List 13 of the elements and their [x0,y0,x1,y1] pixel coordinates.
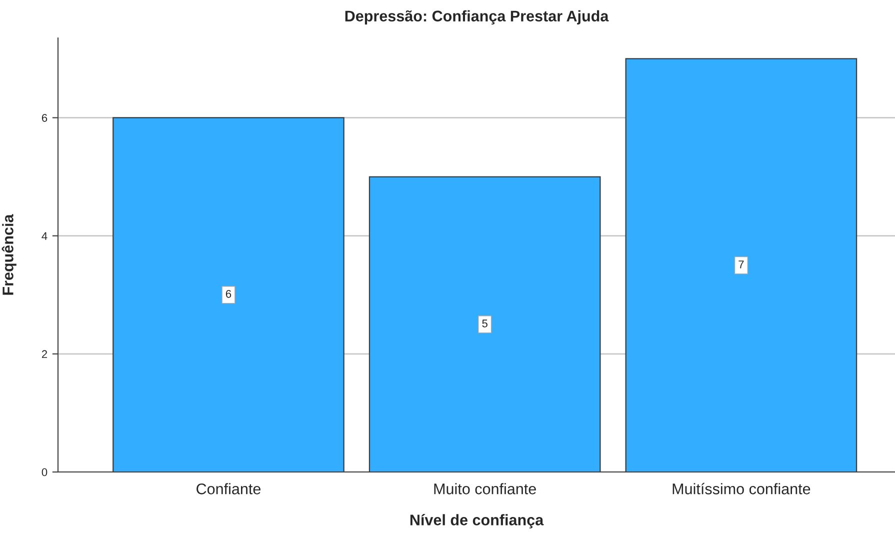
x-tick-label: Confiante [196,483,260,494]
y-tick-label: 4 [42,232,48,240]
data-label: 7 [738,260,744,268]
y-axis-title: Frequência [2,214,16,295]
x-tick-label: Muitíssimo confiante [672,482,810,494]
x-axis-title: Nível de confiança [410,514,544,528]
y-tick-label: 2 [42,350,48,358]
data-label: 5 [482,320,488,328]
x-tick-label: Muito confiante [434,483,536,494]
y-tick-label: 6 [42,114,48,122]
y-tick-label: 0 [42,468,48,476]
data-label: 6 [226,290,232,298]
chart-title: Depressão: Confiança Prestar Ajuda [345,10,609,25]
